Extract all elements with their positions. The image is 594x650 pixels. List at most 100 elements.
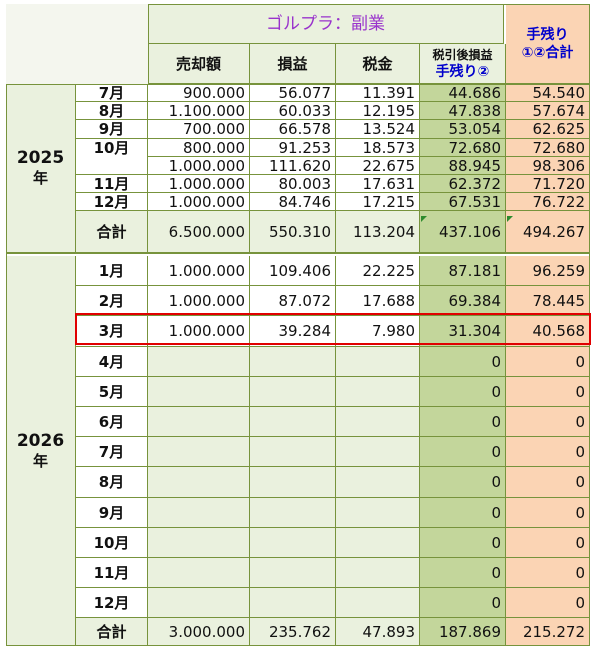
cell-pl[interactable]: 91.253 [250,139,336,157]
cell-sale[interactable]: 1.100.000 [148,102,250,120]
cell-tax[interactable] [336,377,420,407]
cell-tax[interactable]: 7.980 [336,316,420,347]
cell-tax[interactable]: 11.391 [336,84,420,102]
total-sale[interactable]: 6.500.000 [148,211,250,254]
cell-net[interactable]: 0 [506,588,590,618]
cell-net[interactable]: 62.625 [506,120,590,139]
cell-tax[interactable] [336,588,420,618]
cell-net[interactable]: 0 [506,558,590,588]
cell-net[interactable]: 0 [506,467,590,498]
cell-after[interactable]: 0 [420,437,506,467]
cell-after[interactable]: 0 [420,558,506,588]
cell-pl[interactable]: 60.033 [250,102,336,120]
cell-sale[interactable]: 700.000 [148,120,250,139]
cell-tax[interactable]: 13.524 [336,120,420,139]
cell-after[interactable]: 31.304 [420,316,506,347]
cell-sale[interactable] [148,588,250,618]
cell-pl[interactable]: 84.746 [250,193,336,211]
total-after[interactable]: 187.869 [420,618,506,646]
cell-tax[interactable]: 17.688 [336,286,420,316]
cell-sale[interactable] [148,377,250,407]
cell-sale[interactable] [148,467,250,498]
cell-pl[interactable] [250,558,336,588]
total-tax[interactable]: 113.204 [336,211,420,254]
cell-pl[interactable]: 109.406 [250,256,336,286]
cell-net[interactable]: 78.445 [506,286,590,316]
cell-sale[interactable] [148,347,250,377]
cell-sale[interactable] [148,558,250,588]
cell-tax[interactable]: 17.631 [336,175,420,193]
cell-after[interactable]: 62.372 [420,175,506,193]
cell-tax[interactable] [336,498,420,528]
cell-pl[interactable] [250,377,336,407]
cell-sale[interactable]: 1.000.000 [148,286,250,316]
cell-tax[interactable]: 12.195 [336,102,420,120]
cell-after[interactable]: 0 [420,588,506,618]
cell-pl[interactable]: 80.003 [250,175,336,193]
cell-net[interactable]: 98.306 [506,157,590,175]
cell-pl[interactable] [250,347,336,377]
cell-pl[interactable] [250,467,336,498]
cell-sale[interactable]: 800.000 [148,139,250,157]
cell-after[interactable]: 47.838 [420,102,506,120]
cell-tax[interactable]: 22.225 [336,256,420,286]
total-after[interactable]: 437.106 [420,211,506,254]
cell-pl[interactable]: 66.578 [250,120,336,139]
cell-tax[interactable] [336,528,420,558]
cell-net[interactable]: 54.540 [506,84,590,102]
cell-pl[interactable] [250,528,336,558]
total-sale[interactable]: 3.000.000 [148,618,250,646]
cell-after[interactable]: 88.945 [420,157,506,175]
cell-tax[interactable]: 17.215 [336,193,420,211]
cell-pl[interactable] [250,407,336,437]
cell-tax[interactable]: 22.675 [336,157,420,175]
cell-sale[interactable] [148,407,250,437]
cell-after[interactable]: 53.054 [420,120,506,139]
cell-sale[interactable] [148,528,250,558]
total-tax[interactable]: 47.893 [336,618,420,646]
cell-pl[interactable] [250,437,336,467]
cell-pl[interactable] [250,588,336,618]
cell-pl[interactable]: 39.284 [250,316,336,347]
total-net[interactable]: 494.267 [506,211,590,254]
cell-after[interactable]: 0 [420,377,506,407]
total-net[interactable]: 215.272 [506,618,590,646]
cell-net[interactable]: 40.568 [506,316,590,347]
cell-sale[interactable]: 900.000 [148,84,250,102]
cell-sale[interactable]: 1.000.000 [148,316,250,347]
cell-after[interactable]: 44.686 [420,84,506,102]
cell-after[interactable]: 0 [420,467,506,498]
cell-sale[interactable] [148,498,250,528]
cell-net[interactable]: 71.720 [506,175,590,193]
cell-tax[interactable] [336,347,420,377]
cell-net[interactable]: 76.722 [506,193,590,211]
cell-tax[interactable] [336,407,420,437]
cell-after[interactable]: 0 [420,528,506,558]
total-pl[interactable]: 235.762 [250,618,336,646]
cell-net[interactable]: 0 [506,347,590,377]
cell-sale[interactable] [148,437,250,467]
cell-tax[interactable] [336,558,420,588]
cell-net[interactable]: 57.674 [506,102,590,120]
cell-net[interactable]: 0 [506,498,590,528]
cell-pl[interactable]: 87.072 [250,286,336,316]
cell-pl[interactable]: 56.077 [250,84,336,102]
cell-tax[interactable]: 18.573 [336,139,420,157]
total-pl[interactable]: 550.310 [250,211,336,254]
cell-after[interactable]: 67.531 [420,193,506,211]
cell-after[interactable]: 69.384 [420,286,506,316]
cell-pl[interactable] [250,498,336,528]
cell-sale[interactable]: 1.000.000 [148,157,250,175]
cell-after[interactable]: 0 [420,498,506,528]
cell-net[interactable]: 96.259 [506,256,590,286]
cell-sale[interactable]: 1.000.000 [148,193,250,211]
cell-net[interactable]: 0 [506,437,590,467]
cell-net[interactable]: 0 [506,407,590,437]
cell-sale[interactable]: 1.000.000 [148,175,250,193]
cell-after[interactable]: 87.181 [420,256,506,286]
cell-net[interactable]: 72.680 [506,139,590,157]
cell-after[interactable]: 0 [420,347,506,377]
cell-tax[interactable] [336,467,420,498]
cell-tax[interactable] [336,437,420,467]
cell-after[interactable]: 72.680 [420,139,506,157]
